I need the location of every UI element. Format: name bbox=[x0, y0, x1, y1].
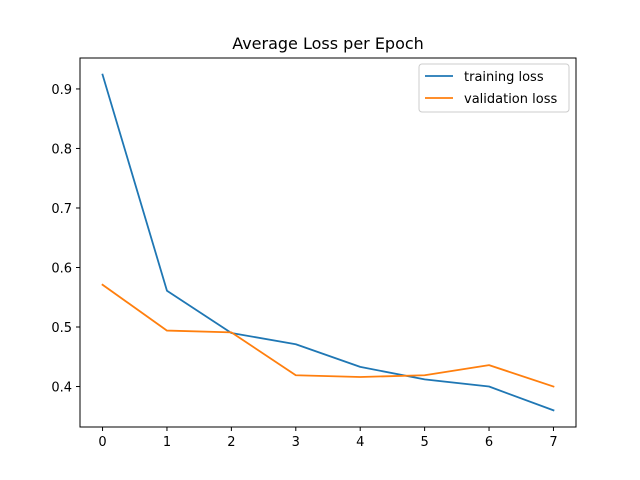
series-lines bbox=[101, 73, 555, 412]
x-axis: 0 1 2 3 4 5 6 7 bbox=[98, 427, 558, 450]
legend-label: validation loss bbox=[464, 92, 557, 107]
y-tick-label: 0.8 bbox=[51, 142, 72, 157]
x-tick-label: 4 bbox=[356, 435, 364, 450]
chart-title: Average Loss per Epoch bbox=[232, 34, 424, 53]
x-tick-label: 3 bbox=[292, 435, 300, 450]
x-tick-label: 1 bbox=[163, 435, 171, 450]
x-tick-label: 6 bbox=[485, 435, 493, 450]
x-tick-label: 0 bbox=[98, 435, 106, 450]
x-tick-label: 7 bbox=[549, 435, 557, 450]
series-line-validation-loss bbox=[101, 283, 555, 388]
y-tick-label: 0.4 bbox=[51, 381, 72, 396]
legend-box bbox=[418, 63, 570, 113]
series-line-training-loss bbox=[101, 73, 555, 412]
y-tick-label: 0.5 bbox=[51, 321, 72, 336]
y-tick-label: 0.7 bbox=[51, 202, 72, 217]
legend-label: training loss bbox=[464, 70, 544, 85]
y-tick-label: 0.6 bbox=[51, 261, 72, 276]
x-tick-label: 5 bbox=[420, 435, 428, 450]
axes-frame bbox=[79, 57, 577, 428]
y-axis: 0.4 0.5 0.6 0.7 0.8 0.9 bbox=[51, 83, 80, 396]
y-tick-label: 0.9 bbox=[51, 83, 72, 98]
legend: training loss validation loss bbox=[418, 63, 570, 113]
x-tick-label: 2 bbox=[227, 435, 235, 450]
